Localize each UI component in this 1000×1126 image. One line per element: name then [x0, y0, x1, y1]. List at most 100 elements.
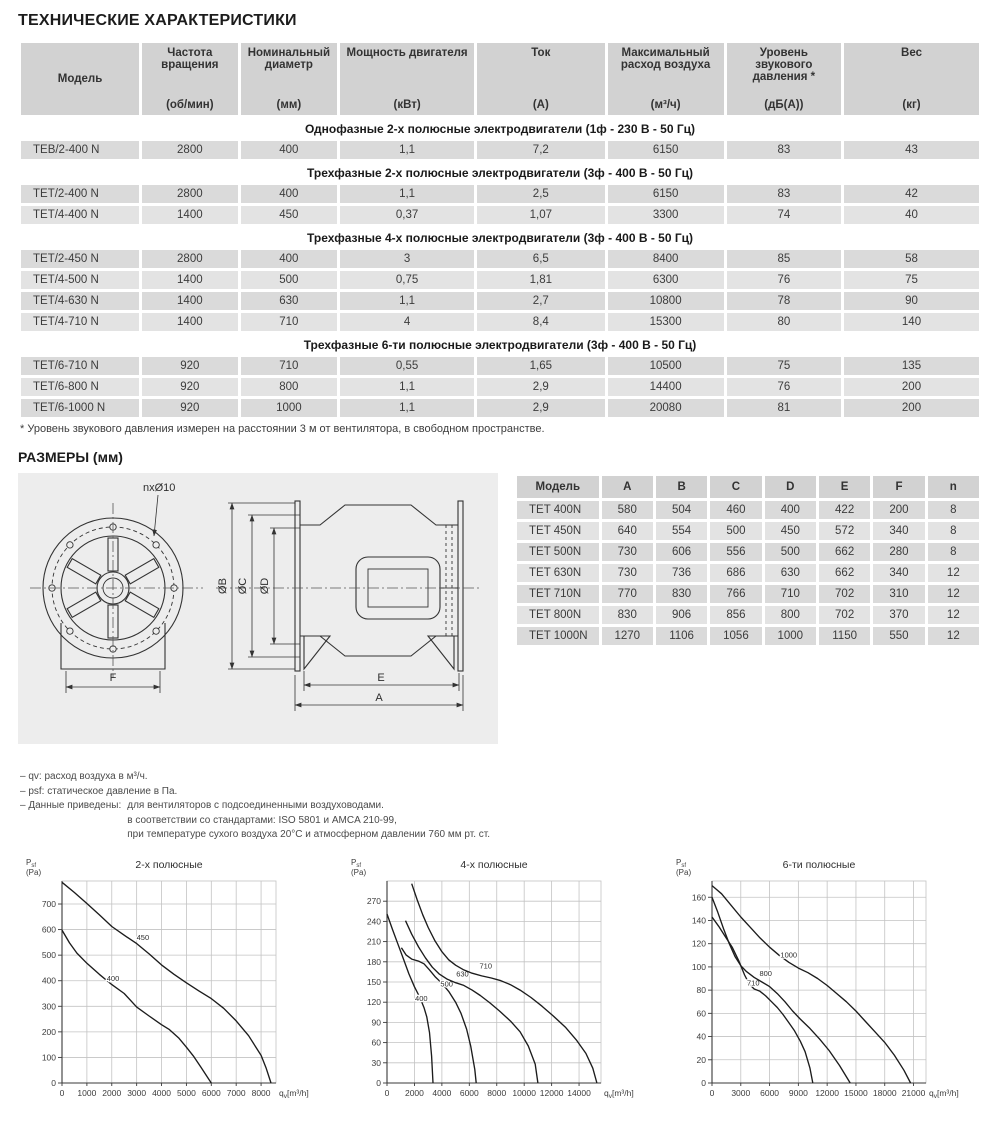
dim-cell: 500	[764, 543, 816, 561]
curve-400	[61, 929, 212, 1083]
spec-cell: 8400	[607, 250, 724, 268]
curve-450	[61, 881, 272, 1083]
x-tick-label: 15000	[844, 1088, 868, 1098]
dim-cell: 556	[710, 543, 762, 561]
table-row: TET/4-630 N 1400 630 1,1 2,7 10800 78 90	[21, 292, 979, 310]
dim-cell: 422	[818, 501, 871, 519]
spec-cell: 2800	[142, 185, 238, 203]
spec-cell: 1000	[240, 399, 338, 417]
curve-label-800: 800	[759, 969, 772, 978]
spec-cell: 78	[726, 292, 842, 310]
spec-cell: 2,5	[477, 185, 605, 203]
spec-cell: 10800	[607, 292, 724, 310]
x-tick-label: 12000	[540, 1088, 564, 1098]
spec-cell: 40	[844, 206, 979, 224]
page-title: ТЕХНИЧЕСКИЕ ХАРАКТЕРИСТИКИ	[18, 12, 297, 29]
spec-cell: 58	[844, 250, 979, 268]
y-tick-label: 400	[42, 975, 56, 985]
curve-label-1000: 1000	[780, 950, 797, 959]
x-tick-label: 12000	[815, 1088, 839, 1098]
left-flange	[294, 500, 301, 672]
dim-cell: 800	[764, 606, 816, 624]
od-dim-label: ØD	[259, 578, 271, 595]
table-row: TET/4-500 N 1400 500 0,75 1,81 6300 76 75	[21, 271, 979, 289]
table-row: TET/6-710 N 920 710 0,55 1,65 10500 75 135	[21, 357, 979, 375]
dim-column-header: Модель	[517, 476, 599, 498]
spec-cell: 2,9	[477, 378, 605, 396]
x-tick-label: 3000	[731, 1088, 750, 1098]
model-cell: TET/4-500 N	[21, 271, 140, 289]
spec-cell: 6150	[607, 185, 724, 203]
holes-label: nxØ10	[143, 482, 175, 494]
curve-710	[411, 882, 598, 1083]
spec-cell: 140	[844, 313, 979, 331]
spec-cell: 1,81	[477, 271, 605, 289]
dim-cell: 640	[601, 522, 653, 540]
model-cell: TET/6-800 N	[21, 378, 140, 396]
table-row: TET 400N 580 504 460 400 422 200 8	[517, 501, 979, 519]
dim-cell: 340	[873, 522, 925, 540]
y-tick-label: 210	[367, 936, 381, 946]
dim-column-header: A	[601, 476, 653, 498]
dim-cell: 572	[818, 522, 871, 540]
x-tick-label: 5000	[177, 1088, 196, 1098]
y-tick-label: 140	[692, 915, 706, 925]
x-tick-label: 2000	[102, 1088, 121, 1098]
dim-cell: 730	[601, 543, 653, 561]
spec-cell: 10500	[607, 357, 724, 375]
table-row: TET 800N 830 906 856 800 702 370 12	[517, 606, 979, 624]
chart-2-х полюсные: 0 1000 2000 3000 4000 5000 6000 7000 8000 0 100 200…	[18, 855, 333, 1118]
spec-cell: 20080	[607, 399, 724, 417]
x-tick-label: 6000	[460, 1088, 479, 1098]
spec-cell: 8,4	[477, 313, 605, 331]
spec-cell: 6300	[607, 271, 724, 289]
y-tick-label: 30	[372, 1057, 382, 1067]
x-tick-label: 1000	[77, 1088, 96, 1098]
table-row: TET 500N 730 606 556 500 662 280 8	[517, 543, 979, 561]
y-axis-unit: (Pa)	[351, 868, 366, 877]
x-tick-label: 0	[710, 1088, 715, 1098]
dim-cell: 12	[927, 627, 979, 645]
x-tick-label: 8000	[487, 1088, 506, 1098]
curve-label-400: 400	[107, 974, 120, 983]
spec-column-header: Мощность двигателя (кВт)	[340, 43, 475, 115]
model-cell: TET 1000N	[517, 627, 599, 645]
dim-cell: 460	[710, 501, 762, 519]
y-tick-label: 120	[367, 997, 381, 1007]
x-tick-label: 4000	[152, 1088, 171, 1098]
note-data-items: для вентиляторов с подсоединенными возду…	[127, 800, 491, 840]
curve-label-500: 500	[440, 979, 453, 988]
x-axis-label: qv[m³/h]	[279, 1088, 309, 1100]
section-row: Трехфазные 6-ти полюсные электродвигател…	[21, 334, 979, 354]
spec-column-header: Вес (кг)	[844, 43, 979, 115]
y-axis-unit: (Pa)	[676, 868, 691, 877]
dim-column-header: C	[710, 476, 762, 498]
section-row: Трехфазные 2-х полюсные электродвигатели…	[21, 162, 979, 182]
spec-cell: 920	[142, 378, 238, 396]
dim-cell: 1000	[764, 627, 816, 645]
table-row: TET 450N 640 554 500 450 572 340 8	[517, 522, 979, 540]
dim-cell: 8	[927, 543, 979, 561]
model-cell: TET/4-400 N	[21, 206, 140, 224]
x-tick-label: 14000	[567, 1088, 591, 1098]
dim-cell: 906	[655, 606, 708, 624]
dim-column-header: E	[818, 476, 871, 498]
spec-cell: 3300	[607, 206, 724, 224]
center-lines	[30, 503, 480, 678]
model-cell: TET 400N	[517, 501, 599, 519]
spec-column-header: Номинальный диаметр (мм)	[240, 43, 338, 115]
model-cell: TET/6-710 N	[21, 357, 140, 375]
casing-bottom	[300, 635, 458, 657]
spec-cell: 800	[240, 378, 338, 396]
spec-table-body: Однофазные 2-х полюсные электродвигатели…	[21, 118, 979, 417]
curve-800	[711, 896, 851, 1083]
ob-dim-label: ØB	[217, 578, 229, 594]
casing-top	[300, 504, 458, 526]
spec-cell: 2800	[142, 141, 238, 159]
dim-cell: 8	[927, 522, 979, 540]
spec-cell: 400	[240, 185, 338, 203]
spec-cell: 1400	[142, 292, 238, 310]
y-tick-label: 100	[692, 961, 706, 971]
y-tick-label: 300	[42, 1001, 56, 1011]
spec-cell: 135	[844, 357, 979, 375]
